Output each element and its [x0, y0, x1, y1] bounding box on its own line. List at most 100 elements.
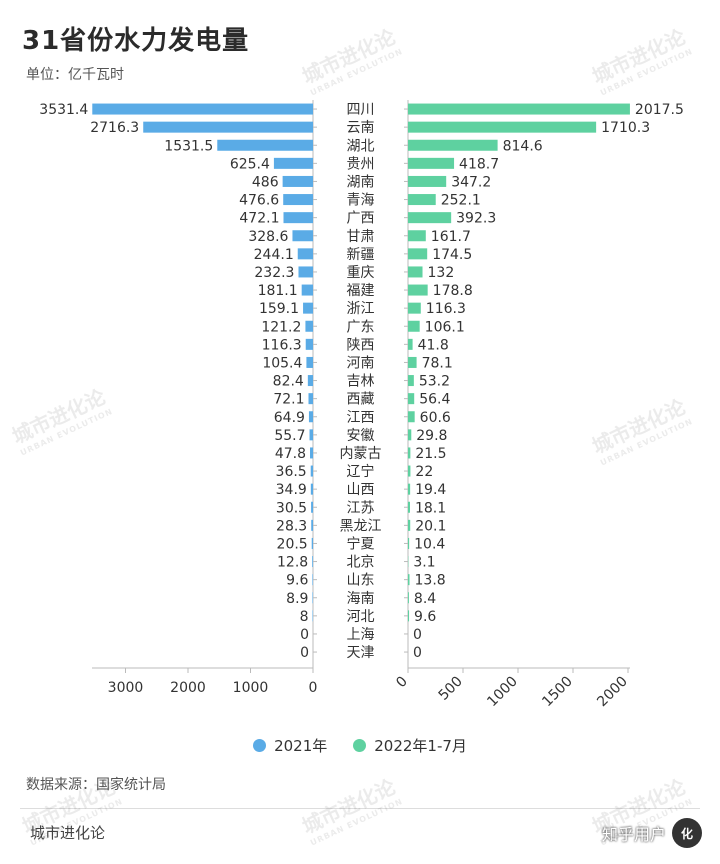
legend-label-2021: 2021年: [274, 737, 328, 755]
bar-2021: [308, 411, 313, 423]
category-label: 吉林: [347, 374, 375, 390]
category-label: 新疆: [347, 247, 375, 263]
bar-2021: [92, 103, 313, 115]
right-tick-label: 1500: [539, 674, 576, 711]
bar-2022: [408, 411, 415, 423]
bar-2022: [408, 194, 436, 206]
data-label-2022: 814.6: [503, 138, 543, 154]
legend-dot-2021: [253, 739, 267, 752]
bar-2021: [301, 284, 313, 296]
footer-divider: [20, 808, 700, 809]
category-label: 山东: [347, 573, 375, 589]
bar-2022: [408, 375, 414, 387]
data-label-2021: 55.7: [274, 428, 305, 444]
data-label-2021: 328.6: [248, 229, 288, 245]
data-label-2022: 132: [428, 265, 455, 281]
legend-item-2021[interactable]: 2021年: [253, 735, 327, 756]
data-label-2022: 3.1: [413, 555, 435, 571]
right-tick-label: 500: [436, 674, 466, 704]
category-label: 江西: [347, 410, 375, 426]
brand-name: 城市进化论: [30, 824, 106, 842]
data-label-2022: 78.1: [422, 355, 453, 371]
data-label-2021: 3531.4: [39, 102, 88, 118]
data-label-2022: 60.6: [420, 410, 451, 426]
data-label-2022: 19.4: [415, 482, 446, 498]
bar-2022: [408, 121, 597, 133]
data-label-2022: 29.8: [416, 428, 447, 444]
data-label-2022: 21.5: [415, 446, 446, 462]
data-label-2022: 161.7: [431, 229, 471, 245]
data-label-2021: 82.4: [273, 374, 304, 390]
bar-2021: [305, 338, 313, 350]
bar-2022: [408, 157, 455, 169]
data-label-2022: 41.8: [418, 337, 449, 353]
data-label-2021: 244.1: [254, 247, 294, 263]
bar-2021: [273, 157, 313, 169]
data-label-2021: 476.6: [239, 193, 279, 209]
data-label-2021: 159.1: [259, 301, 299, 317]
butterfly-bar-chart: 四川 3531.4 2017.5 云南 2716.3 1710.3 湖北 1531.5 814.…: [39, 100, 684, 711]
data-label-2021: 8.9: [286, 591, 308, 607]
data-label-2021: 486: [252, 174, 279, 190]
bar-2022: [408, 610, 410, 622]
category-label: 广东: [347, 319, 375, 335]
bar-2021: [305, 320, 313, 332]
data-label-2021: 34.9: [276, 482, 307, 498]
right-tick-label: 1000: [484, 674, 521, 711]
bar-2022: [408, 537, 410, 549]
unit-label: 单位：亿千瓦时: [26, 67, 124, 83]
category-label: 上海: [347, 627, 375, 643]
data-label-2021: 1531.5: [164, 138, 213, 154]
bar-2021: [217, 139, 313, 151]
data-label-2022: 252.1: [441, 193, 481, 209]
bar-2022: [408, 284, 428, 296]
bar-2022: [408, 519, 411, 531]
data-label-2021: 72.1: [273, 392, 304, 408]
right-tick-label: 0: [393, 674, 411, 692]
category-label: 贵州: [347, 156, 375, 172]
watermark: 城市进化论 URBAN EVOLUTION: [298, 774, 405, 848]
author-badge-label: 知乎用户: [601, 825, 666, 844]
category-label: 湖北: [347, 138, 375, 154]
data-label-2021: 8: [300, 609, 309, 625]
bar-2021: [311, 501, 313, 513]
left-tick-label: 3000: [108, 680, 144, 696]
category-label: 四川: [347, 102, 375, 118]
bar-2022: [408, 139, 498, 151]
data-label-2021: 20.5: [277, 536, 308, 552]
bar-2021: [297, 248, 313, 260]
bar-2022: [408, 501, 410, 513]
data-label-2021: 181.1: [258, 283, 298, 299]
bar-2021: [282, 175, 313, 187]
data-label-2021: 0: [300, 645, 309, 661]
data-source: 数据来源：国家统计局: [26, 777, 166, 793]
category-label: 河北: [347, 609, 375, 625]
bar-2021: [306, 356, 313, 368]
legend-dot-2022: [353, 739, 367, 752]
data-label-2021: 47.8: [275, 446, 306, 462]
left-tick-label: 2000: [170, 680, 206, 696]
data-label-2022: 0: [413, 627, 422, 643]
data-label-2021: 28.3: [276, 518, 307, 534]
category-label: 西藏: [347, 392, 375, 408]
bar-2022: [408, 447, 411, 459]
category-label: 浙江: [347, 301, 375, 317]
data-label-2022: 10.4: [414, 536, 445, 552]
data-label-2022: 8.4: [414, 591, 436, 607]
bar-2021: [312, 592, 313, 604]
category-label: 陕西: [347, 337, 375, 353]
data-label-2022: 9.6: [414, 609, 436, 625]
bar-2022: [408, 574, 410, 586]
data-label-2022: 13.8: [415, 573, 446, 589]
category-label: 辽宁: [347, 463, 375, 480]
author-badge[interactable]: 知乎用户 化: [602, 818, 702, 848]
bar-2021: [312, 574, 313, 586]
data-label-2022: 2017.5: [635, 102, 684, 118]
legend-item-2022[interactable]: 2022年1-7月: [353, 735, 467, 756]
bar-2021: [312, 610, 313, 622]
bar-2021: [311, 519, 313, 531]
bar-2021: [310, 483, 313, 495]
data-label-2021: 36.5: [276, 464, 307, 480]
bar-2021: [310, 465, 313, 477]
bar-2022: [408, 429, 412, 441]
